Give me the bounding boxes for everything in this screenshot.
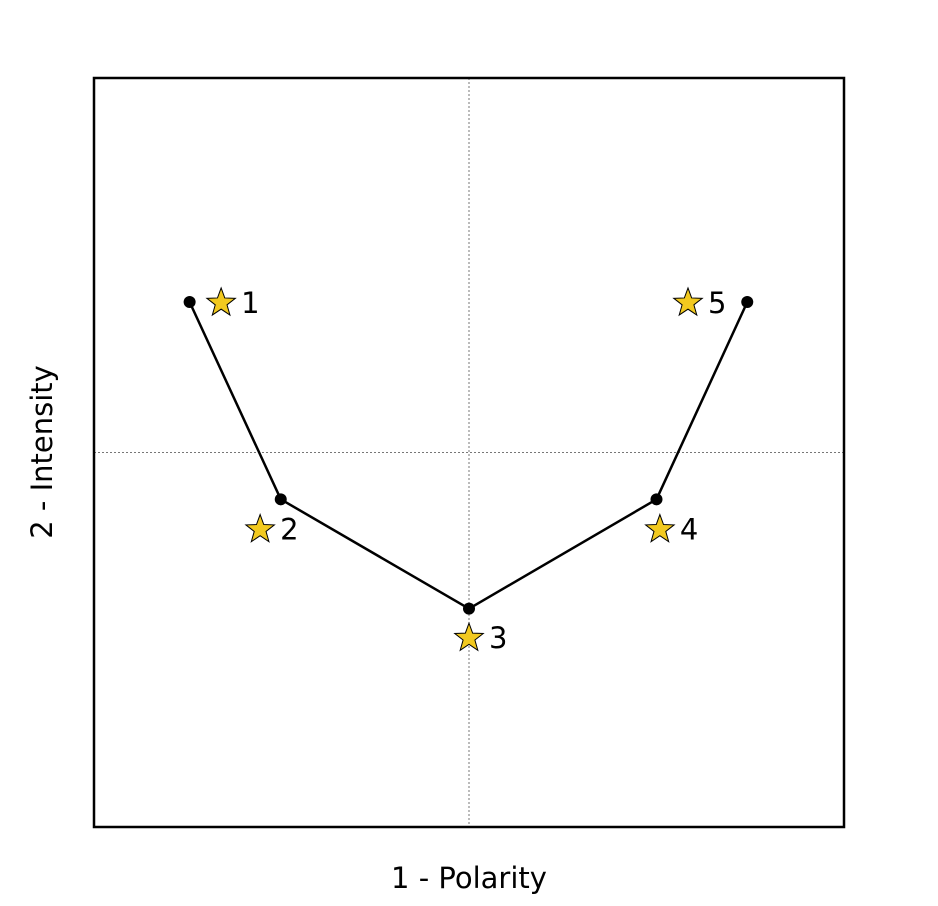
center-gridlines [94,78,844,827]
trajectory-series [183,295,754,615]
plot-frame [92,76,846,829]
point-label-3: 3 [489,621,507,655]
trajectory-point-3 [463,602,475,615]
trajectory-point-2 [274,493,287,506]
star-marker-4 [644,513,676,543]
point-label-1: 1 [241,286,259,320]
star-series: 1 2 3 4 5 [205,286,726,655]
y-axis-label: 2 - Intensity [25,365,59,539]
star-marker-2 [244,513,276,543]
x-axis-label: 1 - Polarity [391,861,547,895]
star-marker-5 [672,286,704,317]
trajectory-point-4 [650,493,663,506]
point-label-4: 4 [680,513,698,547]
trajectory-point-5 [741,295,754,308]
star-marker-1 [205,286,237,317]
star-marker-3 [453,621,485,652]
trajectory-point-1 [183,295,196,308]
point-label-5: 5 [708,286,726,320]
point-label-2: 2 [280,513,298,547]
